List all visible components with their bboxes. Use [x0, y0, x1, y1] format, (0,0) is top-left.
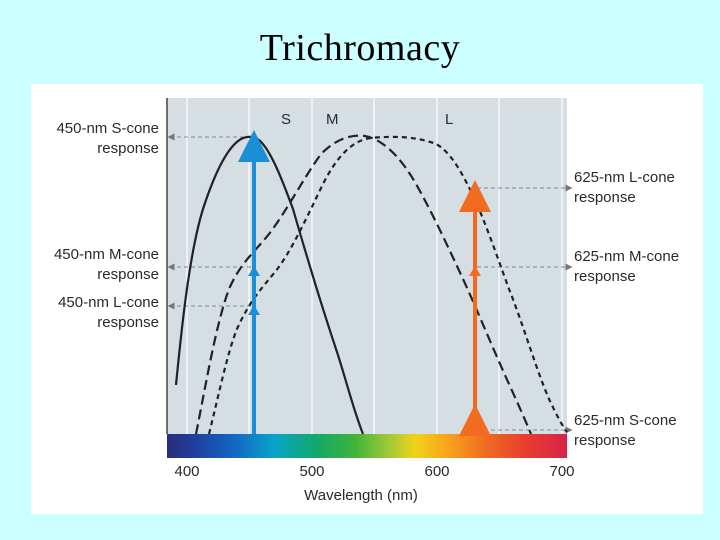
spectrum-bar: [167, 434, 567, 458]
x-tick-label: 600: [424, 463, 449, 480]
orange-625nm-arrow: [459, 180, 491, 436]
x-tick-label: 700: [549, 463, 574, 480]
left-label-l-line1: 450-nm L-cone: [58, 294, 159, 311]
left-label-m-line1: 450-nm M-cone: [54, 246, 159, 263]
left-label-m-line2: response: [97, 266, 159, 283]
slide-title: Trichromacy: [259, 27, 461, 69]
trichromacy-figure: 400 500 600 700 Wavelength (nm) S M L: [31, 84, 703, 514]
right-label-m-line2: response: [574, 268, 636, 285]
blue-450nm-arrow: [238, 130, 270, 434]
right-label-m-line1: 625-nm M-cone: [574, 248, 679, 265]
right-guide-lines: [477, 184, 573, 434]
m-curve-label: M: [326, 111, 339, 128]
left-labels: 450-nm S-cone response 450-nm M-cone res…: [54, 120, 159, 331]
left-label-s-line2: response: [97, 140, 159, 157]
left-label-s-line1: 450-nm S-cone: [56, 120, 159, 137]
s-curve-label: S: [281, 111, 291, 128]
right-label-s-line2: response: [574, 432, 636, 449]
l-cone-curve: [207, 135, 568, 435]
right-labels: 625-nm L-cone response 625-nm M-cone res…: [574, 169, 679, 449]
plot-background: [167, 98, 567, 434]
right-label-l-line2: response: [574, 189, 636, 206]
cone-response-diagram: 400 500 600 700 Wavelength (nm) S M L: [54, 98, 679, 504]
left-label-l-line2: response: [97, 314, 159, 331]
l-curve-label: L: [445, 111, 453, 128]
right-label-s-line1: 625-nm S-cone: [574, 412, 677, 429]
x-axis-label: Wavelength (nm): [304, 487, 418, 504]
x-tick-label: 400: [174, 463, 199, 480]
right-label-l-line1: 625-nm L-cone: [574, 169, 675, 186]
x-tick-label: 500: [299, 463, 324, 480]
